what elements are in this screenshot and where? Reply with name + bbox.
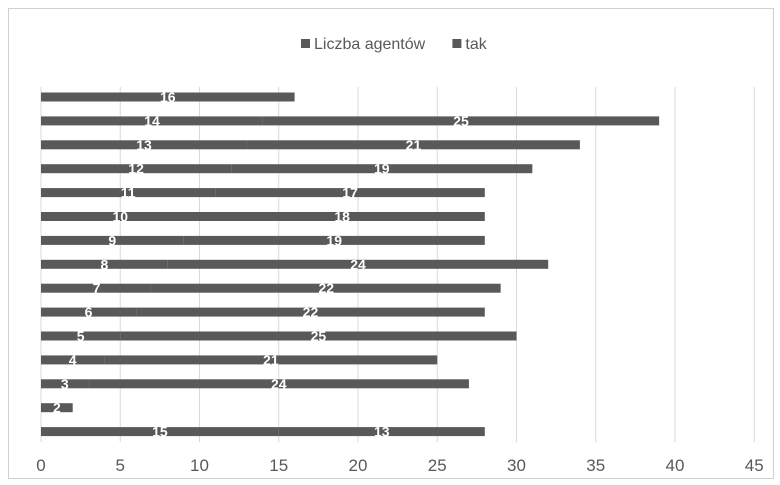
x-tick-label: 45 — [745, 456, 764, 475]
data-label: 22 — [319, 280, 335, 296]
data-label: 22 — [303, 304, 319, 320]
data-label: 10 — [112, 209, 128, 225]
bar-liczba-agentow — [41, 259, 168, 269]
data-label: 12 — [128, 161, 144, 177]
data-label: 16 — [160, 89, 176, 105]
bar-liczba-agentow — [41, 212, 200, 221]
data-label: 8 — [101, 256, 109, 272]
x-tick-label: 40 — [666, 456, 685, 475]
bar-liczba-agentow — [41, 307, 137, 317]
data-label: 14 — [144, 113, 160, 129]
data-label: 13 — [374, 424, 390, 440]
bar-liczba-agentow — [41, 188, 216, 198]
bar-tak — [41, 403, 73, 413]
bar-tak — [247, 140, 580, 150]
bar-tak — [104, 355, 438, 365]
bar-tak — [136, 307, 485, 317]
bar-tak — [120, 331, 517, 341]
data-label: 11 — [121, 185, 136, 201]
bar-liczba-agentow — [41, 140, 248, 150]
data-label: 24 — [271, 376, 287, 392]
data-label: 6 — [85, 304, 93, 320]
data-label: 3 — [61, 376, 69, 392]
x-tick-label: 15 — [269, 456, 288, 475]
bar-tak — [199, 212, 485, 221]
x-tick-label: 0 — [36, 456, 45, 475]
data-label: 15 — [152, 424, 168, 440]
bar-tak — [215, 188, 485, 198]
bar-tak — [151, 283, 501, 293]
data-label: 19 — [374, 161, 390, 177]
bar-tak — [262, 116, 660, 126]
data-label: 19 — [326, 232, 342, 248]
data-label: 2 — [53, 400, 61, 416]
bar-tak — [231, 164, 533, 174]
bar-liczba-agentow — [41, 379, 89, 389]
bar-tak — [167, 259, 549, 269]
bar-liczba-agentow — [41, 355, 105, 365]
data-label: 7 — [93, 280, 101, 296]
data-label: 18 — [334, 209, 350, 225]
data-label: 24 — [350, 256, 366, 272]
x-tick-label: 5 — [116, 456, 125, 475]
data-label: 4 — [69, 352, 77, 368]
bar-tak — [88, 379, 469, 389]
data-label: 5 — [77, 328, 85, 344]
data-label: 25 — [453, 113, 469, 129]
bar-liczba-agentow — [41, 164, 232, 174]
bar-liczba-agentow — [41, 283, 152, 293]
legend-swatch — [301, 39, 310, 48]
data-label: 13 — [136, 137, 152, 153]
bar-tak — [183, 235, 485, 245]
x-tick-label: 25 — [428, 456, 447, 475]
bar-liczba-agentow — [41, 235, 184, 245]
x-tick-label: 10 — [190, 456, 209, 475]
bar-liczba-agentow — [41, 92, 295, 102]
bar-tak — [278, 427, 485, 437]
legend-swatch — [452, 39, 462, 48]
bar-liczba-agentow — [41, 331, 121, 341]
x-tick-label: 20 — [349, 456, 368, 475]
bar-liczba-agentow — [41, 427, 279, 437]
chart-area: 0 5 10 15 20 25 30 35 40 45 Liczba agentów tak 16 14 2… — [8, 8, 774, 479]
data-label: 25 — [311, 328, 327, 344]
bar-liczba-agentow — [41, 116, 263, 126]
x-tick-label: 30 — [507, 456, 526, 475]
legend-label: tak — [465, 36, 487, 53]
data-label: 21 — [406, 137, 422, 153]
data-label: 21 — [263, 352, 279, 368]
legend-label: Liczba agentów — [314, 36, 426, 53]
x-tick-label: 35 — [586, 456, 605, 475]
data-label: 9 — [108, 232, 116, 248]
data-label: 17 — [342, 185, 358, 201]
